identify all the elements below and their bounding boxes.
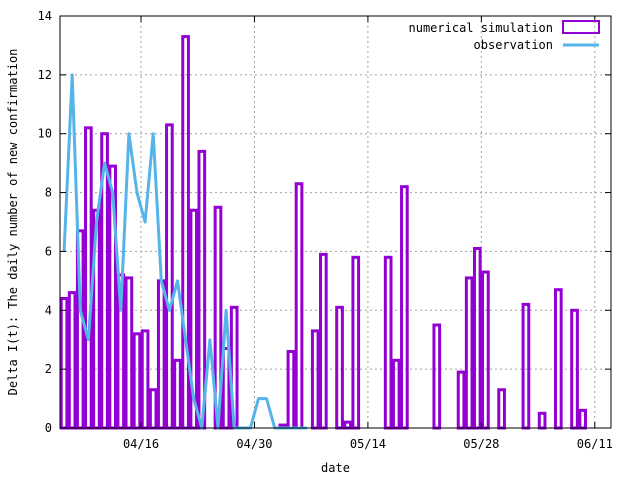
simulation-bar xyxy=(570,308,579,430)
simulation-bar xyxy=(537,411,547,430)
simulation-bar xyxy=(148,388,158,430)
simulation-bar xyxy=(553,288,563,430)
simulation-bar xyxy=(578,408,587,430)
simulation-bar xyxy=(383,255,393,430)
legend-swatch-simulation xyxy=(562,20,600,34)
simulation-bar xyxy=(124,276,134,430)
simulation-bar xyxy=(472,246,482,430)
legend: numerical simulation observation xyxy=(409,20,600,52)
simulation-bar xyxy=(294,182,304,430)
simulation-bar xyxy=(400,185,409,430)
simulation-bar xyxy=(310,329,320,430)
simulation-bar xyxy=(173,358,182,430)
y-axis-label: Delta I(t): The daily number of new conf… xyxy=(6,49,20,396)
y-tick-label: 12 xyxy=(38,68,52,82)
simulation-bar xyxy=(335,305,344,430)
simulation-bar xyxy=(286,349,296,430)
simulation-bar xyxy=(481,270,490,430)
simulation-bar xyxy=(132,332,142,430)
observation-line-group xyxy=(62,73,308,430)
y-tick-label: 2 xyxy=(45,362,52,376)
simulation-bar xyxy=(343,420,352,430)
y-tick-label: 8 xyxy=(45,186,52,200)
plot-frame xyxy=(59,15,612,429)
simulation-bar xyxy=(432,323,442,430)
simulation-bar xyxy=(67,291,77,430)
simulation-bar xyxy=(464,276,474,430)
x-tick-label: 06/11 xyxy=(577,437,613,451)
y-tick-label: 0 xyxy=(45,421,52,435)
simulation-bar xyxy=(497,388,506,430)
simulation-bar xyxy=(59,297,69,430)
simulation-bar xyxy=(140,329,150,430)
legend-label-observation: observation xyxy=(474,38,553,52)
x-tick-label: 05/28 xyxy=(463,437,499,451)
simulation-bar xyxy=(391,358,401,430)
axis-ticks: 0 2 4 6 8 10 12 14 04/16 04/30 05/14 05/28 06/11 xyxy=(38,9,613,451)
x-tick-label: 04/16 xyxy=(123,437,159,451)
simulation-bar xyxy=(319,252,328,430)
simulation-bar xyxy=(84,126,93,430)
y-tick-label: 6 xyxy=(45,244,52,258)
y-tick-label: 14 xyxy=(38,9,52,23)
simulation-bar xyxy=(165,123,174,430)
simulation-bar xyxy=(156,279,166,430)
observation-line xyxy=(62,73,308,430)
simulation-bar xyxy=(351,255,361,430)
y-tick-label: 10 xyxy=(38,127,52,141)
simulation-bar xyxy=(521,302,531,430)
x-tick-label: 05/14 xyxy=(350,437,386,451)
legend-label-simulation: numerical simulation xyxy=(409,21,554,35)
x-tick-label: 04/30 xyxy=(236,437,272,451)
simulation-bar xyxy=(456,370,466,430)
x-axis-label: date xyxy=(321,461,350,475)
y-tick-label: 4 xyxy=(45,303,52,317)
